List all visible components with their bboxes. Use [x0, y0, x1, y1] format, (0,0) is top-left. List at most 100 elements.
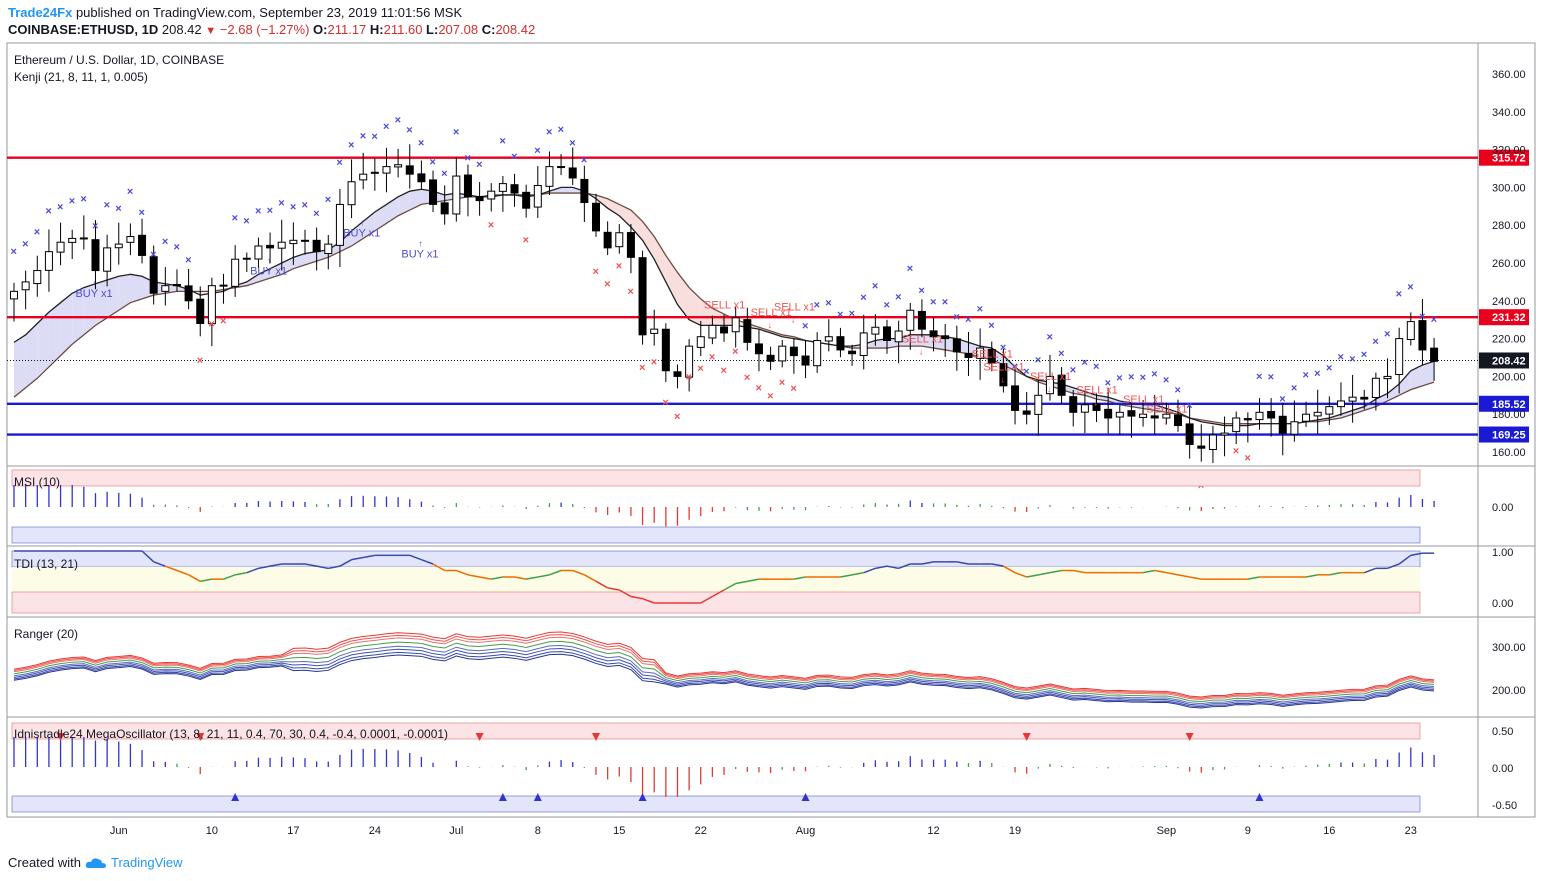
- arrow-up-icon: ↑: [267, 255, 272, 265]
- buy-marker-icon: ×: [884, 299, 890, 311]
- mega-oscillator-pane[interactable]: Idnisrtadle24 MegaOscillator (13, 8, 21,…: [11, 722, 1517, 813]
- buy-marker-icon: ×: [1314, 368, 1320, 380]
- tdi-segment: [514, 576, 527, 580]
- publisher-name[interactable]: Trade24Fx: [8, 5, 73, 20]
- mega-lower-zone: [11, 795, 1421, 813]
- buy-marker-icon: ×: [45, 206, 51, 218]
- tradingview-link[interactable]: TradingView: [110, 855, 183, 870]
- candle-body: [533, 185, 542, 208]
- candle-body: [1267, 410, 1276, 419]
- kenji-band-segment: [60, 293, 73, 356]
- buy-marker-icon: ×: [1431, 314, 1437, 326]
- buy-marker-icon: ×: [1326, 362, 1332, 374]
- sell-marker-icon: ×: [744, 372, 750, 384]
- sell-marker-icon: ×: [790, 383, 796, 395]
- ranger-line: [13, 653, 1435, 709]
- time-axis-tick: 24: [369, 825, 381, 837]
- msi-pane[interactable]: MSI (10) 0.00: [11, 469, 1513, 544]
- tdi-segment: [875, 565, 888, 570]
- kenji-band-segment: [619, 204, 631, 228]
- buy-marker-icon: ×: [837, 309, 843, 321]
- time-axis-tick: 16: [1323, 825, 1335, 837]
- candle-body: [952, 338, 961, 353]
- candle-body: [56, 241, 65, 253]
- kenji-band-segment: [293, 253, 305, 269]
- tdi-segment: [1142, 569, 1155, 574]
- candle-body: [405, 165, 414, 175]
- sell-marker-icon: ×: [488, 220, 494, 232]
- triangle-up-icon: [498, 793, 507, 801]
- mega-tick-0: 0.00: [1492, 763, 1513, 775]
- tdi-segment: [1177, 574, 1190, 578]
- candle-body: [1162, 413, 1171, 419]
- sell-marker-icon: ×: [616, 261, 622, 273]
- tdi-segment: [200, 578, 213, 583]
- chart-frame: [6, 42, 1536, 818]
- mega-upper-zone: [11, 722, 1421, 740]
- candle-body: [871, 326, 880, 335]
- mega-title: Idnisrtadle24 MegaOscillator (13, 8, 21,…: [14, 727, 448, 741]
- sell-marker-icon: ×: [627, 286, 633, 298]
- time-axis[interactable]: Jun 10 17 24 Jul 8 15 22 Aug 12 19 Sep 9 16 23: [110, 825, 1417, 837]
- arrow-down-icon: ↓: [791, 314, 796, 324]
- arrow-down-icon: ↓: [989, 362, 994, 372]
- buy-marker-icon: ×: [1372, 336, 1378, 348]
- candle-body: [359, 173, 368, 181]
- buy-marker-icon: ×: [441, 168, 447, 180]
- signal-label: SELL x1: [1030, 371, 1071, 383]
- candle-body: [312, 239, 321, 253]
- signal-label: BUY x1: [401, 248, 438, 260]
- tdi-segment: [723, 582, 737, 591]
- candle-body: [370, 171, 379, 174]
- price-axis[interactable]: 315.72 231.32 208.42 185.52 169.25 360.00 340.…: [1479, 69, 1529, 459]
- arrow-up-icon: ↑: [418, 238, 423, 248]
- buy-marker-icon: ×: [1140, 372, 1146, 384]
- candle-body: [184, 285, 193, 302]
- ranger-pane[interactable]: Ranger (20) 300.00 200.00: [13, 627, 1526, 709]
- triangle-up-icon: [1255, 793, 1264, 801]
- kenji-band-segment: [130, 274, 143, 303]
- arrow-down-icon: ↓: [1047, 384, 1052, 394]
- candle-body: [429, 179, 438, 205]
- footer: Created with TradingView: [8, 855, 183, 870]
- sell-marker-icon: ×: [709, 351, 715, 363]
- signal-label: BUY x1: [343, 228, 380, 240]
- buy-marker-icon: ×: [1023, 366, 1029, 378]
- candle-body: [289, 239, 298, 245]
- candle-body: [1406, 321, 1415, 340]
- signal-labels: BUY x1↑BUY x1↑BUY x1↑BUY x1↑SELL x1↓ SELL…: [75, 218, 1187, 427]
- buy-marker-icon: ×: [1256, 371, 1262, 383]
- buy-marker-icon: ×: [1046, 331, 1052, 343]
- buy-marker-icon: ×: [1337, 352, 1343, 364]
- buy-marker-icon: ×: [1291, 382, 1297, 394]
- main-price-pane[interactable]: Ethereum / U.S. Dollar, 1D, COINBASE Ken…: [7, 53, 1529, 492]
- tdi-pane[interactable]: TDI (13, 21) 1.00 0.00: [11, 547, 1513, 614]
- triangle-down-icon: [196, 733, 205, 741]
- time-axis-tick: Aug: [796, 825, 816, 837]
- price-axis-tick: 360.00: [1492, 69, 1526, 81]
- kenji-band-segment: [339, 230, 352, 252]
- ranger-line: [13, 634, 1435, 699]
- candle-body: [1104, 408, 1113, 419]
- candle-body: [498, 183, 507, 192]
- candle-body: [1430, 347, 1439, 362]
- high-value: 211.60: [383, 22, 423, 37]
- publish-header: Trade24Fx published on TradingView.com, …: [8, 5, 462, 20]
- mega-tick-pos: 0.50: [1492, 726, 1513, 738]
- tdi-segment: [223, 574, 236, 580]
- candle-body: [824, 336, 833, 342]
- published-text: published on TradingView.com, September …: [75, 5, 463, 20]
- buy-marker-icon: ×: [1012, 361, 1018, 373]
- candle-body: [1092, 403, 1101, 411]
- ranger-line: [13, 636, 1435, 701]
- price-axis-tick: 260.00: [1492, 258, 1526, 270]
- triangle-down-icon: [1022, 733, 1031, 741]
- candle-body: [1360, 396, 1369, 400]
- sell-marker-icon: ×: [767, 391, 773, 403]
- candle-body: [917, 310, 926, 330]
- time-axis-tick: Sep: [1157, 825, 1177, 837]
- candle-body: [999, 363, 1008, 387]
- tdi-segment: [607, 587, 620, 591]
- sell-marker-icon: ×: [697, 363, 703, 375]
